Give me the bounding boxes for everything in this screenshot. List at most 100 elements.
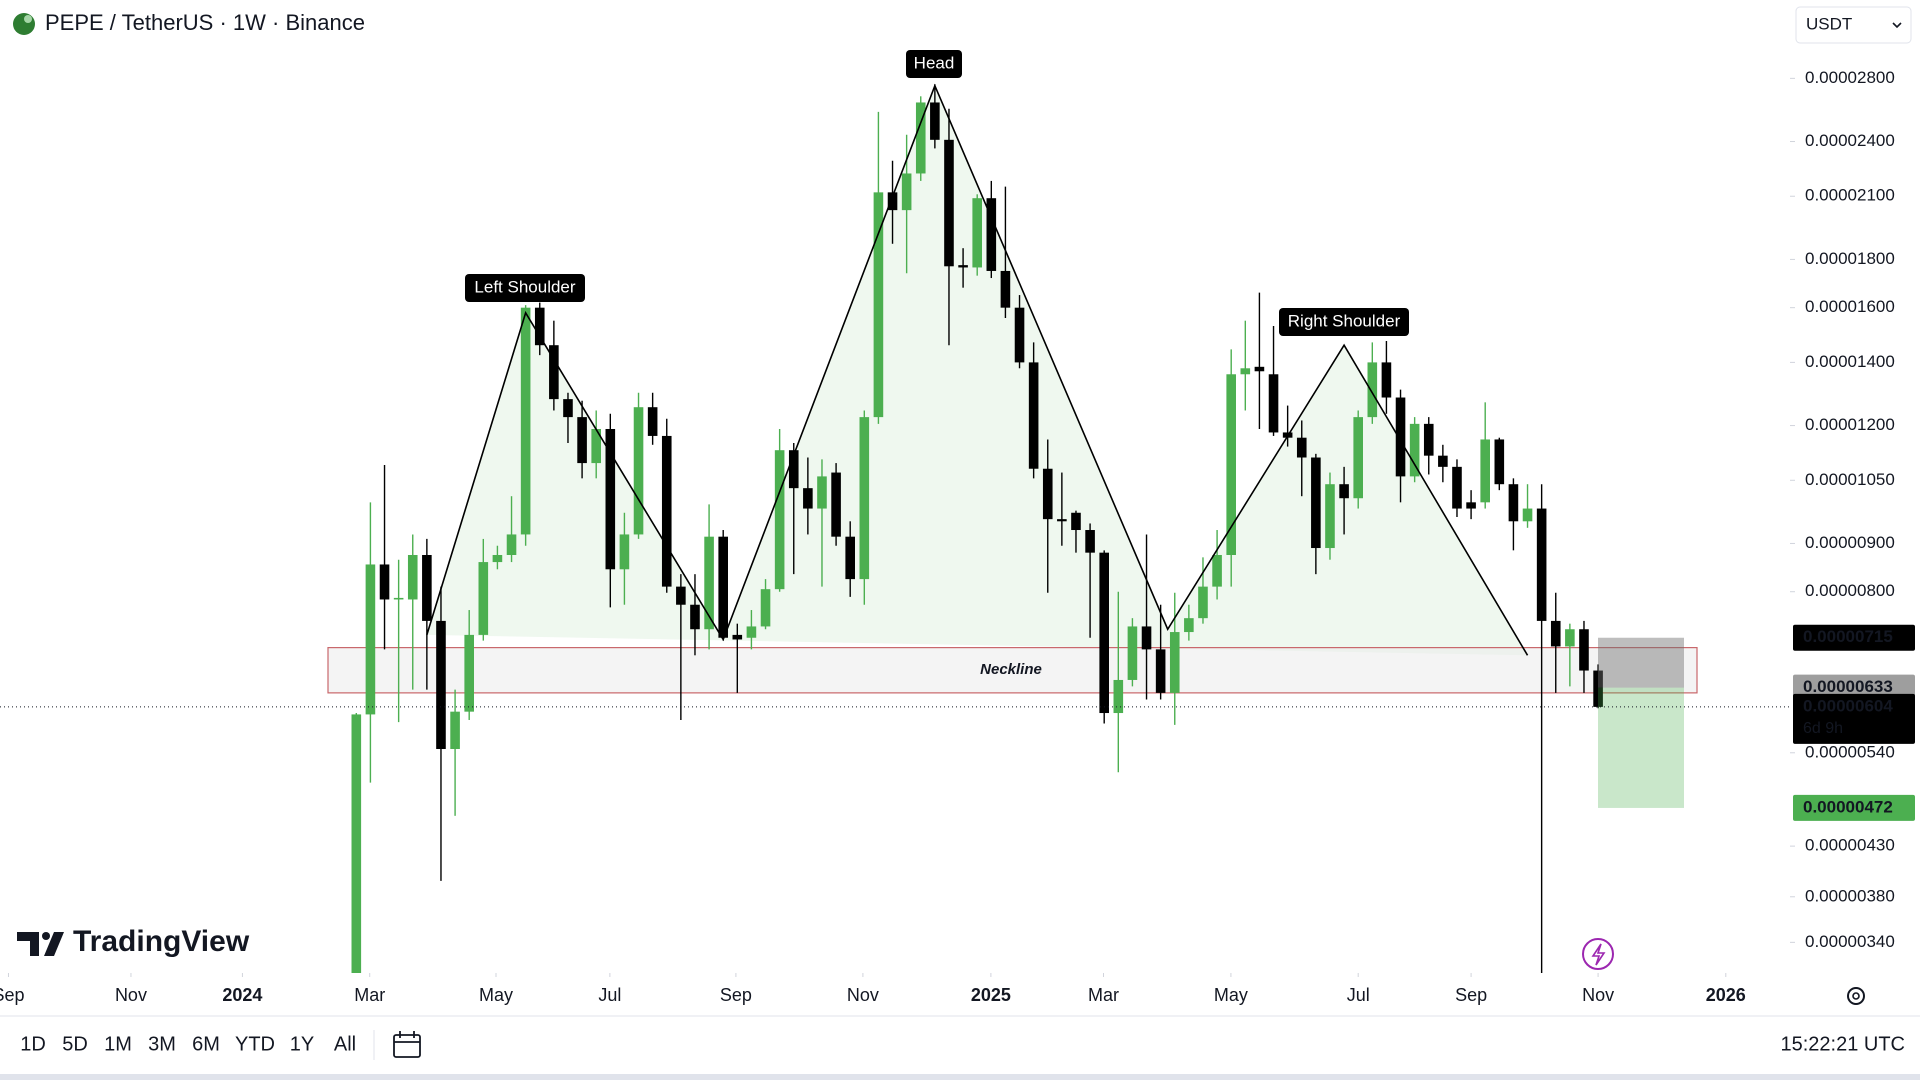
candle-body <box>1381 362 1392 398</box>
annotation-box <box>465 274 585 302</box>
candle-body <box>690 604 700 630</box>
symbol-title[interactable]: PEPE / TetherUS · 1W · Binance <box>45 10 365 35</box>
annotation-box <box>906 50 962 78</box>
candle-body <box>1071 512 1081 531</box>
candle-body <box>817 476 827 509</box>
target-price-label-box <box>1793 794 1915 821</box>
candle-body <box>506 534 517 555</box>
candle-body <box>1198 586 1208 619</box>
x-tick-label: Nov <box>1582 985 1614 1005</box>
y-tick-label: 0.00000900 <box>1805 533 1895 552</box>
candle-body <box>1565 629 1575 647</box>
range-button[interactable]: 3M <box>148 1033 176 1055</box>
candle-body <box>605 428 616 570</box>
candle-body <box>478 562 489 635</box>
candle-body <box>944 139 954 267</box>
y-tick-label: 0.00001400 <box>1805 352 1895 371</box>
candle-body <box>1212 554 1222 587</box>
candle-body <box>887 192 898 211</box>
entry-price-label: 0.00000633 <box>1803 677 1893 696</box>
annotation-label: Head <box>914 53 955 72</box>
y-tick-label: 0.00001200 <box>1805 415 1895 434</box>
candle-body <box>915 102 926 174</box>
candle-body <box>464 634 474 712</box>
alert-icon[interactable] <box>1582 938 1614 970</box>
y-tick-label: 0.00001050 <box>1805 470 1895 489</box>
candle-body <box>661 435 672 587</box>
brand-logo <box>17 932 39 956</box>
x-tick-label: Nov <box>115 985 147 1005</box>
calendar-button[interactable] <box>393 1031 421 1058</box>
alert-icon <box>1591 943 1606 966</box>
stop-zone <box>1598 637 1684 688</box>
candle-body <box>591 428 601 464</box>
candle-body <box>1268 374 1279 433</box>
settings-icon[interactable] <box>1847 987 1865 1005</box>
candle-body <box>1395 397 1406 477</box>
candle-body <box>1099 552 1109 714</box>
x-tick-label: Sep <box>0 985 24 1005</box>
range-button[interactable]: All <box>334 1033 356 1055</box>
candle-body <box>633 407 644 535</box>
candle-body <box>1000 270 1011 308</box>
candle-body <box>1226 374 1236 555</box>
candle-body <box>647 407 658 436</box>
dropdown-chevron <box>1892 22 1902 29</box>
candle-body <box>760 589 771 627</box>
candle-body <box>986 198 997 271</box>
pattern-line <box>426 83 1529 656</box>
annotation: Left Shoulder Head Right Shoulder <box>465 50 1409 336</box>
candle-body <box>492 554 503 563</box>
candle-body <box>930 102 940 140</box>
x-tick-label: 2025 <box>971 985 1011 1005</box>
candle-body <box>1141 626 1152 650</box>
y-tick-label: 0.00001800 <box>1805 249 1895 268</box>
x-tick-label: Nov <box>847 985 879 1005</box>
x-tick-label: May <box>1214 985 1248 1005</box>
candle-body <box>379 564 390 600</box>
last-price-box <box>1793 693 1915 744</box>
currency-label[interactable]: USDT <box>1806 14 1852 33</box>
clock: 15:22:21 UTC <box>1780 1033 1905 1055</box>
settings-icon <box>1852 992 1860 1000</box>
candle-body <box>1057 519 1067 522</box>
symbol-icon-dot <box>24 15 32 23</box>
candle-body <box>845 536 855 580</box>
y-tick-label: 0.00000540 <box>1805 742 1895 761</box>
range-button[interactable]: 1Y <box>290 1033 314 1055</box>
y-tick-label: 0.00000340 <box>1805 932 1895 951</box>
candle-body <box>1042 468 1053 520</box>
annotation-box <box>1279 308 1409 336</box>
candle-body <box>1480 439 1490 503</box>
candle-body <box>676 586 686 605</box>
y-tick-label: 0.00000800 <box>1805 581 1895 600</box>
candle-body <box>450 711 460 750</box>
candle-body <box>1113 679 1124 714</box>
candle-body <box>1593 670 1603 707</box>
y-tick-label: 0.00000380 <box>1805 886 1895 905</box>
range-button[interactable]: YTD <box>235 1033 275 1055</box>
candle-body <box>393 597 404 600</box>
candle-body <box>407 554 418 600</box>
calendar-icon <box>393 1034 421 1058</box>
range-button[interactable]: 5D <box>62 1033 88 1055</box>
candle-body <box>746 626 757 638</box>
range-button[interactable]: 1M <box>104 1033 132 1055</box>
candle-body <box>1536 508 1547 621</box>
neckline-zone <box>327 647 1698 694</box>
brand-name: TradingView <box>73 925 250 958</box>
candle-body <box>436 620 446 750</box>
candle-body <box>1550 620 1561 647</box>
range-button[interactable]: 6M <box>192 1033 220 1055</box>
target-zone <box>1598 687 1684 808</box>
currency-dropdown[interactable] <box>1795 6 1912 44</box>
candle-body <box>704 536 714 630</box>
candle-body <box>803 488 813 509</box>
candle-body <box>1127 626 1138 680</box>
candle-body <box>1367 362 1378 418</box>
candle-body <box>619 534 630 570</box>
range-button[interactable]: 1D <box>20 1033 46 1055</box>
candle-body <box>1325 484 1335 549</box>
